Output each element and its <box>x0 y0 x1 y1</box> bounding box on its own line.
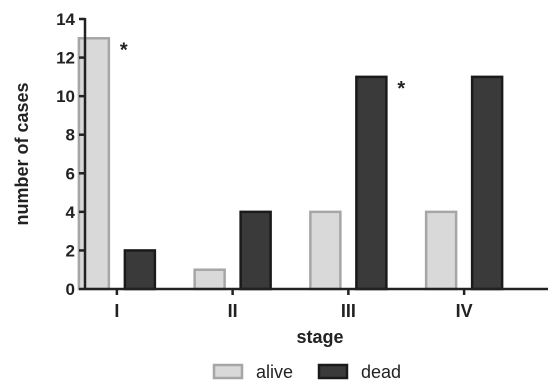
significance-marker: * <box>120 39 128 61</box>
significance-marker: * <box>397 78 405 100</box>
bar-alive-IV <box>424 210 458 291</box>
y-axis-ticks: 0 2 4 6 8 10 12 14 <box>56 10 75 299</box>
axes <box>79 17 548 295</box>
x-tick-label: II <box>228 301 238 321</box>
annotations: ** <box>120 39 406 100</box>
x-tick-label: III <box>341 301 356 321</box>
y-tick-label: 6 <box>66 164 75 183</box>
legend: alive dead <box>212 362 401 382</box>
x-tick-label: I <box>114 301 119 321</box>
y-tick-label: 0 <box>66 280 75 299</box>
legend-label-dead: dead <box>361 362 401 382</box>
legend-swatch-dead <box>317 363 349 380</box>
legend-swatch-alive <box>212 363 244 380</box>
y-tick-label: 2 <box>66 241 75 260</box>
y-tick-label: 10 <box>56 87 75 106</box>
bars <box>77 37 504 291</box>
y-tick-label: 14 <box>56 10 75 29</box>
bar-dead-II <box>239 210 272 291</box>
x-axis-title: stage <box>296 327 343 347</box>
bar-alive-II <box>193 268 226 291</box>
y-tick-label: 8 <box>66 126 75 145</box>
legend-label-alive: alive <box>256 362 293 382</box>
y-tick-label: 4 <box>66 203 76 222</box>
bar-dead-III <box>355 75 388 291</box>
bar-dead-I <box>123 249 157 291</box>
x-axis-labels: I II III IV <box>114 301 472 321</box>
y-tick-label: 12 <box>56 49 75 68</box>
bar-dead-IV <box>470 75 504 291</box>
x-tick-label: IV <box>456 301 473 321</box>
bar-alive-III <box>309 210 342 291</box>
y-axis-title: number of cases <box>12 82 32 225</box>
